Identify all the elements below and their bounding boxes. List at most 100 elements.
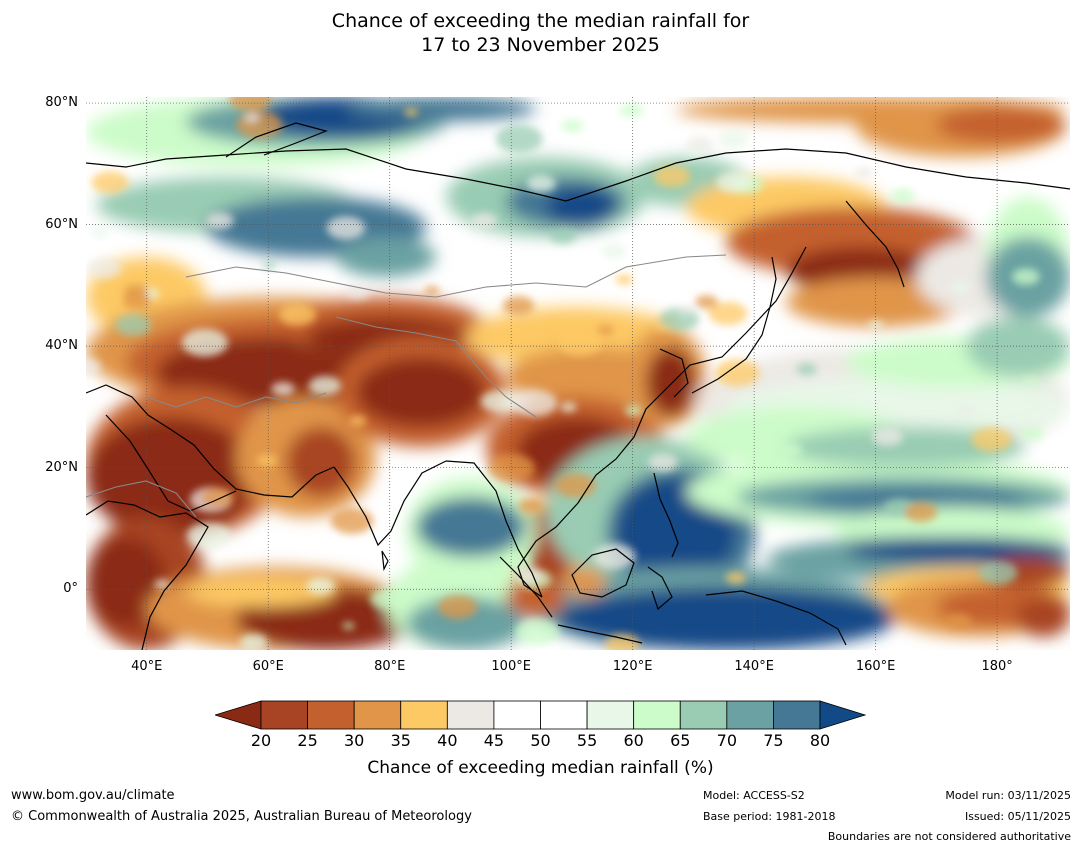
rainfall-probability-map (86, 97, 1070, 650)
footer-model-run: Model run: 03/11/2025 (945, 789, 1071, 802)
colorbar-tick-label: 35 (390, 731, 411, 750)
coastline-bay-of-bengal (445, 460, 543, 598)
field-patch (566, 567, 606, 597)
field-patch (356, 357, 486, 427)
field-detail-patch (890, 188, 916, 203)
field-detail-patch (725, 571, 746, 584)
colorbar-segment (446, 700, 495, 730)
field-detail-patch (949, 281, 971, 294)
field-detail-patch (648, 453, 678, 472)
colorbar-segment (493, 700, 541, 730)
field-detail-patch (1023, 377, 1037, 386)
field-detail-patch (1020, 426, 1045, 442)
coastline-west-asia (86, 384, 335, 498)
map-canvas (86, 97, 1070, 650)
chart-title-line-2: 17 to 23 November 2025 (421, 34, 660, 56)
footer-issued: Issued: 05/11/2025 (964, 810, 1071, 823)
field-detail-patch (868, 320, 884, 330)
field-detail-patch (514, 372, 530, 382)
coastline-arctic (86, 148, 1070, 202)
colorbar-segment (726, 700, 774, 730)
colorbar (215, 700, 866, 730)
footer-disclaimer: Boundaries are not considered authoritat… (827, 830, 1071, 843)
field-patch (506, 577, 566, 617)
colorbar-tick-label: 30 (343, 731, 365, 750)
field-patch (786, 427, 1026, 467)
field-detail-patch (515, 618, 560, 645)
field-detail-patch (236, 110, 283, 139)
country-borders (86, 254, 727, 518)
field-detail-patch (654, 336, 671, 346)
field-detail-patch (186, 522, 232, 549)
footer-model: Model: ACCESS-S2 (703, 789, 805, 802)
colorbar-segment (353, 700, 402, 730)
field-detail-patch (342, 622, 355, 630)
field-detail-patch (678, 304, 694, 315)
longitude-label: 100°E (491, 659, 531, 674)
latitude-label: 80°N (45, 95, 78, 111)
field-detail-patch (114, 314, 152, 336)
colorbar-segment (679, 700, 728, 730)
border-middle-east (145, 392, 327, 408)
colorbar-tick-label: 40 (437, 731, 458, 750)
field-patch (646, 347, 696, 417)
field-detail-patch (904, 502, 938, 523)
field-detail-patch (978, 561, 1018, 585)
colorbar-title: Chance of exceeding median rainfall (%) (367, 758, 714, 778)
colorbar-tick-label: 50 (530, 731, 551, 750)
coastline-kamchatka (845, 200, 905, 288)
latitude-label: 40°N (45, 338, 78, 354)
colorbar-tick-label: 60 (623, 731, 644, 750)
colorbar-segment (540, 700, 588, 730)
field-detail-patch (349, 415, 367, 426)
field-patch (286, 427, 356, 497)
field-detail-patch (502, 296, 535, 316)
longitude-label: 180° (981, 659, 1013, 674)
colorbar-arrow-high (819, 700, 866, 730)
coastline-sulawesi (647, 566, 673, 611)
field-patch (1016, 597, 1070, 637)
longitude-label: 80°E (374, 659, 406, 674)
field-patch (556, 587, 896, 650)
field-detail-patch (326, 216, 366, 240)
field-detail-patch (86, 357, 101, 375)
longitude-label: 40°E (131, 659, 163, 674)
longitude-label: 160°E (855, 659, 896, 674)
coastline-new-guinea (705, 590, 847, 646)
field-detail-patch (488, 453, 535, 482)
coastline-philippines (653, 472, 679, 558)
latitude-label: 20°N (45, 459, 78, 475)
field-patch (336, 237, 436, 277)
longitude-label: 120°E (612, 659, 653, 674)
field-patch (86, 417, 256, 537)
field-detail-patch (480, 390, 517, 413)
coastline-indochina (517, 246, 807, 598)
field-patch (936, 107, 1066, 143)
colorbar-segment (307, 700, 355, 730)
field-patch (846, 537, 1070, 563)
field-detail-patch (512, 389, 558, 417)
field-patch (806, 487, 1026, 513)
field-patch (966, 317, 1070, 377)
field-detail-patch (205, 212, 234, 230)
coastline-east-africa (86, 500, 209, 650)
field-patch (346, 97, 536, 121)
footer-website[interactable]: www.bom.gov.au/climate (11, 788, 175, 803)
field-detail-patch (526, 174, 557, 193)
colorbar-tick-label: 45 (483, 731, 505, 750)
border-china-south (335, 316, 537, 418)
field-detail-patch (271, 381, 295, 396)
colorbar-segment (260, 700, 308, 730)
field-detail-patch (604, 633, 640, 650)
colorbar-segment (400, 700, 448, 730)
field-detail-patch (91, 227, 108, 238)
field-detail-patch (550, 322, 563, 331)
latitude-label: 60°N (45, 216, 78, 232)
chart-title-line-1: Chance of exceeding the median rainfall … (331, 10, 750, 32)
colorbar-segment (773, 700, 821, 730)
field-detail-patch (958, 406, 974, 416)
field-detail-patch (262, 261, 276, 270)
field-detail-patch (256, 454, 278, 467)
field-detail-patch (1012, 268, 1040, 286)
field-detail-patch (945, 613, 972, 629)
